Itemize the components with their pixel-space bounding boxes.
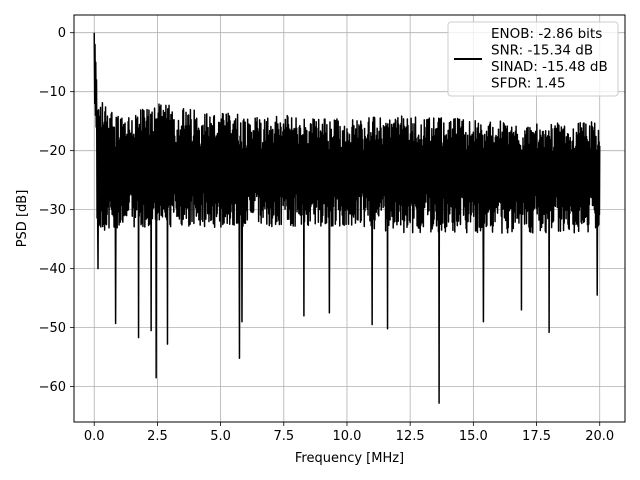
series-psd — [93, 32, 601, 404]
legend-entry-sinad: SINAD: -15.48 dB — [491, 59, 608, 75]
x-tick-label: 12.5 — [396, 429, 425, 444]
x-tick-label: 7.5 — [273, 429, 294, 444]
x-tick-label: 5.0 — [210, 429, 231, 444]
legend-box — [447, 21, 619, 97]
legend-entry-snr: SNR: -15.34 dB — [491, 43, 593, 59]
series-line — [93, 32, 601, 404]
y-tick-label: −30 — [39, 203, 66, 218]
x-tick-label: 20.0 — [585, 429, 614, 444]
y-tick-label: −40 — [39, 262, 66, 277]
y-tick-label: 0 — [58, 26, 66, 41]
y-tick-label: −60 — [39, 380, 66, 395]
x-tick-label: 10.0 — [332, 429, 361, 444]
y-tick-label: −50 — [39, 321, 66, 336]
legend: ENOB: -2.86 bits SNR: -15.34 dB SINAD: -… — [447, 21, 619, 97]
plot-frame — [73, 14, 626, 423]
x-axis-ticks: 0.0 2.5 5.0 7.5 10.0 12.5 15.0 17.5 20.0 — [84, 422, 614, 444]
legend-entry-sfdr: SFDR: 1.45 — [491, 76, 566, 92]
y-axis-ticks: 0 −10 −20 −30 −40 −50 −60 — [39, 26, 74, 395]
x-tick-label: 2.5 — [147, 429, 168, 444]
x-tick-label: 15.0 — [459, 429, 488, 444]
y-tick-label: −10 — [39, 85, 66, 100]
legend-entry-enob: ENOB: -2.86 bits — [491, 26, 602, 42]
x-tick-label: 17.5 — [522, 429, 551, 444]
y-tick-label: −20 — [39, 144, 66, 159]
y-axis-label: PSD [dB] — [15, 190, 30, 248]
x-tick-label: 0.0 — [84, 429, 105, 444]
x-axis-label: Frequency [MHz] — [295, 451, 404, 466]
